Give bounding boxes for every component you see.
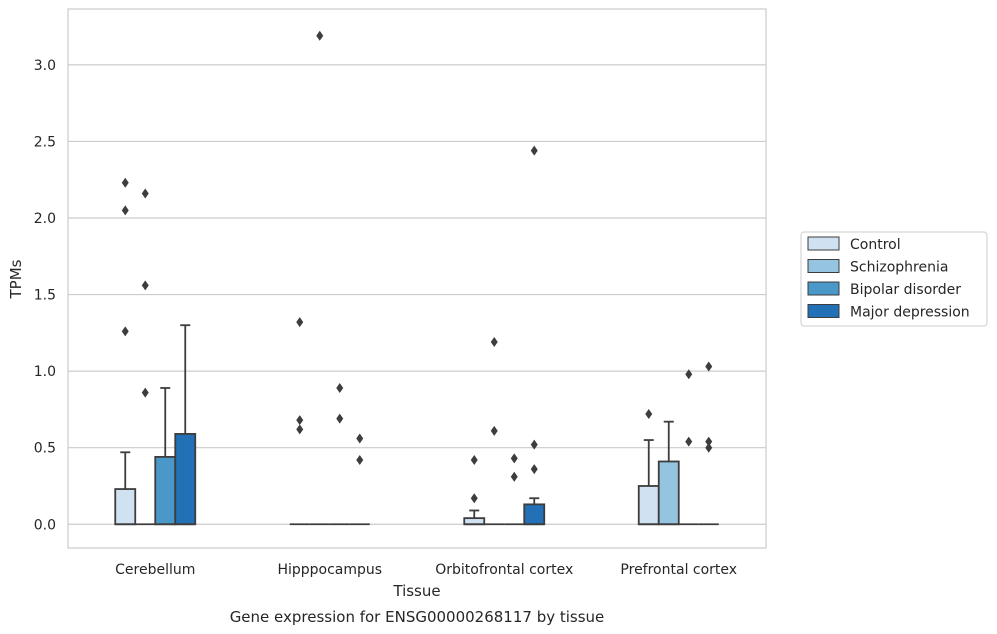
box-bipolar-disorder <box>154 387 177 526</box>
x-tick-label: Hipppocampus <box>277 562 382 578</box>
y-tick-label: 0.0 <box>34 517 56 533</box>
outlier-point <box>705 361 713 372</box>
legend-label: Schizophrenia <box>850 260 948 276</box>
outlier-point <box>121 205 129 216</box>
legend: Control Schizophrenia Bipolar disorder Majo… <box>800 231 988 327</box>
outlier-point <box>141 188 149 199</box>
legend-label: Bipolar disorder <box>850 282 961 298</box>
x-tick-label: Prefrontal cortex <box>620 562 737 578</box>
boxes <box>114 324 719 526</box>
outlier-point <box>530 439 538 450</box>
legend-label: Control <box>850 237 901 253</box>
outlier-point <box>530 464 538 475</box>
outliers <box>121 30 713 504</box>
outlier-point <box>356 454 364 465</box>
y-tick-label: 1.0 <box>34 364 56 380</box>
outlier-point <box>316 30 324 41</box>
y-tick-label: 2.5 <box>34 134 56 150</box>
outlier-point <box>490 425 498 436</box>
outlier-point <box>470 493 478 504</box>
outlier-point <box>296 317 304 328</box>
y-tick-label: 2.0 <box>34 211 56 227</box>
box-body <box>154 455 177 526</box>
outlier-point <box>336 413 344 424</box>
outlier-point <box>705 442 713 453</box>
outlier-point <box>336 382 344 393</box>
outlier-point <box>510 453 518 464</box>
box-schizophrenia <box>657 420 680 526</box>
box-body <box>523 503 546 526</box>
outlier-point <box>510 471 518 482</box>
legend-frame <box>800 231 988 327</box>
outlier-point <box>530 145 538 156</box>
outlier-point <box>490 337 498 348</box>
outlier-point <box>141 280 149 291</box>
box-control <box>114 451 137 526</box>
outlier-point <box>685 436 693 447</box>
box-body <box>463 517 486 526</box>
outlier-point <box>296 415 304 426</box>
x-tick-labels: Cerebellum Hipppocampus Orbitofrontal cort… <box>115 562 737 578</box>
legend-swatch <box>807 304 840 318</box>
plot-frame <box>67 8 767 549</box>
y-axis-label: TPMs <box>7 259 25 299</box>
y-tick-labels: 0.0 0.5 1.0 1.5 2.0 2.5 3.0 <box>34 58 56 533</box>
legend-swatch <box>807 281 840 296</box>
x-axis-label: Tissue <box>392 582 440 600</box>
box-control <box>463 509 486 526</box>
box-body <box>637 485 660 526</box>
outlier-point <box>121 177 129 188</box>
box-major-depression <box>174 324 197 526</box>
box-body <box>174 433 197 526</box>
outlier-point <box>121 326 129 337</box>
y-tick-label: 3.0 <box>34 58 56 74</box>
grid-lines <box>68 64 766 525</box>
outlier-point <box>645 409 653 420</box>
y-tick-label: 0.5 <box>34 441 56 457</box>
legend-swatch <box>807 236 840 251</box>
x-tick-label: Orbitofrontal cortex <box>435 562 573 578</box>
box-body <box>657 460 680 526</box>
legend-label: Major depression <box>850 305 970 321</box>
outlier-point <box>296 424 304 435</box>
box-body <box>114 488 137 526</box>
outlier-point <box>356 433 364 444</box>
box-major-depression <box>523 497 546 526</box>
outlier-point <box>470 454 478 465</box>
y-tick-label: 1.5 <box>34 288 56 304</box>
x-tick-label: Cerebellum <box>115 562 195 578</box>
outlier-point <box>685 369 693 380</box>
box-control <box>637 439 660 526</box>
legend-swatch <box>807 259 840 273</box>
chart-caption: Gene expression for ENSG00000268117 by t… <box>230 608 605 626</box>
outlier-point <box>705 436 713 447</box>
outlier-point <box>141 387 149 398</box>
